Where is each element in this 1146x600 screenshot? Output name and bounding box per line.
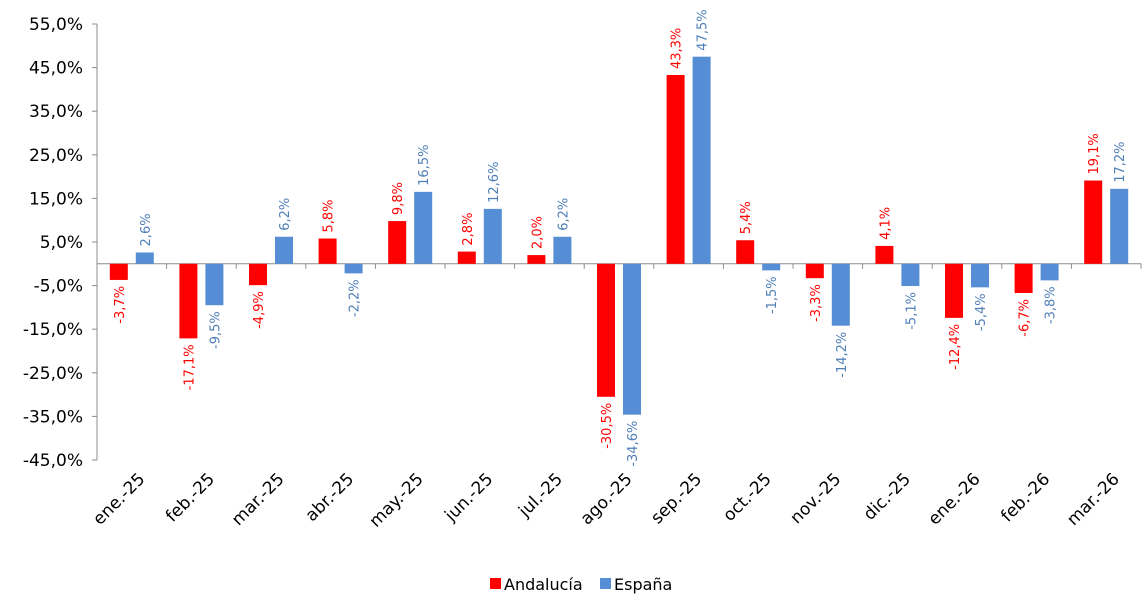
bar-espana: [205, 263, 224, 306]
x-tick-label: jul.-25: [514, 469, 567, 522]
bar-espana: [553, 236, 572, 264]
bar-andalucia: [945, 263, 963, 318]
x-tick-label: abr.-25: [302, 469, 358, 525]
y-tick-label: -15,0%: [23, 320, 83, 340]
bar-espana: [275, 236, 293, 264]
data-label: -14,2%: [835, 332, 850, 378]
data-label: 16,5%: [417, 145, 432, 186]
x-tick-label: sep.-25: [647, 469, 706, 528]
bar-espana: [414, 191, 433, 264]
bar-andalucia: [249, 263, 267, 286]
bars: [109, 56, 1129, 415]
y-tick-label: -45,0%: [23, 451, 83, 471]
x-tick-label: ago.-25: [577, 469, 637, 529]
data-label: 2,8%: [461, 213, 476, 246]
legend-label: España: [614, 575, 672, 594]
bar-andalucia: [1084, 180, 1103, 264]
data-label: 43,3%: [670, 28, 685, 69]
data-label: -9,5%: [208, 311, 223, 349]
bar-andalucia: [875, 245, 894, 264]
data-label: -2,2%: [348, 279, 363, 317]
x-tick-label: mar.-26: [1063, 469, 1124, 530]
x-tick-label: feb.-26: [997, 469, 1054, 526]
y-tick-label: 35,0%: [29, 102, 83, 122]
bar-andalucia: [109, 263, 128, 280]
y-tick-label: 5,0%: [40, 233, 83, 253]
data-label: -3,7%: [113, 286, 128, 324]
x-tick-label: ene.-25: [89, 469, 149, 529]
data-label: -3,8%: [1044, 286, 1059, 324]
data-label: 6,2%: [278, 198, 293, 231]
x-tick-label: oct.-25: [719, 469, 775, 525]
legend-swatch: [490, 578, 501, 589]
y-tick-label: 55,0%: [29, 15, 83, 35]
data-label: 6,2%: [556, 198, 571, 231]
bar-andalucia: [457, 251, 476, 264]
bar-espana: [623, 263, 641, 415]
legend-label: Andalucía: [504, 575, 583, 594]
bar-espana: [692, 56, 711, 264]
data-label: 5,4%: [739, 201, 754, 234]
x-tick-label: mar.-25: [228, 469, 289, 530]
bar-espana: [971, 263, 989, 288]
x-tick-label: ene.-26: [925, 469, 985, 529]
data-label: -12,4%: [948, 324, 963, 370]
category-labels: ene.-25 feb.-25 mar.-25 abr.-25 may.-25 jun.-…: [89, 469, 1123, 531]
data-label: 17,2%: [1113, 141, 1128, 182]
data-labels: -3,7% 2,6% -17,1% -9,5% -4,9% 6,2% 5,8% -2,2% 9,…: [113, 9, 1128, 466]
data-label: 2,6%: [139, 213, 154, 246]
y-tick-label: -5,0%: [34, 277, 83, 297]
bar-espana: [483, 208, 502, 264]
legend-swatch: [600, 578, 611, 589]
data-label: 19,1%: [1087, 133, 1102, 174]
data-label: 47,5%: [696, 9, 711, 50]
bar-espana: [344, 263, 363, 274]
data-label: -5,4%: [974, 293, 989, 331]
bar-espana: [831, 263, 850, 326]
data-label: 2,0%: [530, 216, 545, 249]
bar-espana: [901, 263, 920, 287]
data-label: -4,9%: [252, 291, 267, 329]
bar-andalucia: [736, 240, 755, 264]
data-label: 9,8%: [391, 182, 406, 215]
legend: Andalucía España: [490, 575, 672, 594]
data-label: -5,1%: [904, 292, 919, 330]
bar-andalucia: [388, 221, 407, 264]
data-label: -34,6%: [626, 421, 641, 467]
x-tick-label: may.-25: [366, 469, 428, 531]
bar-espana: [135, 252, 154, 264]
bar-espana: [1110, 188, 1129, 264]
data-label: -6,7%: [1018, 299, 1033, 337]
bar-andalucia: [527, 255, 546, 264]
y-tick-label: 45,0%: [29, 59, 83, 79]
x-tick-label: dic.-25: [860, 469, 915, 524]
tick-labels: 55,0% 45,0% 35,0% 25,0% 15,0% 5,0% -5,0% -15,0%…: [23, 15, 83, 471]
y-tick-label: -35,0%: [23, 407, 83, 427]
data-label: -17,1%: [182, 344, 197, 390]
bar-andalucia: [666, 75, 685, 264]
bar-espana: [762, 263, 781, 271]
axes: [92, 23, 1142, 461]
bar-andalucia: [179, 263, 198, 339]
bar-andalucia: [318, 238, 337, 264]
x-tick-label: nov.-25: [787, 469, 846, 528]
bar-andalucia: [1014, 263, 1033, 294]
y-tick-label: 25,0%: [29, 146, 83, 166]
data-label: -30,5%: [600, 403, 615, 449]
y-tick-label: -25,0%: [23, 364, 83, 384]
data-label: 4,1%: [878, 207, 893, 240]
bar-espana: [1040, 263, 1059, 281]
bar-andalucia: [805, 263, 824, 279]
data-label: 5,8%: [322, 199, 337, 232]
data-label: 12,6%: [487, 162, 502, 203]
x-tick-label: feb.-25: [162, 469, 219, 526]
x-tick-label: jun.-25: [440, 469, 497, 526]
data-label: -1,5%: [765, 276, 780, 314]
y-tick-label: 15,0%: [29, 189, 83, 209]
bar-andalucia: [597, 263, 615, 397]
data-label: -3,3%: [809, 284, 824, 322]
